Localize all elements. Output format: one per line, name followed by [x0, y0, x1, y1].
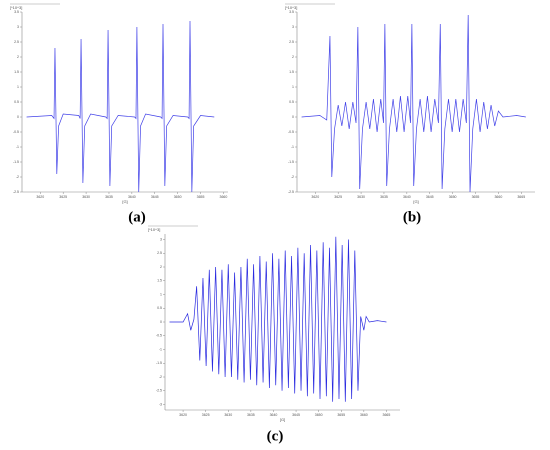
y-tick-label: -2.5	[13, 190, 19, 194]
y-axis-label: [*10^3]	[148, 227, 160, 232]
y-tick-label: -2	[291, 175, 294, 179]
y-tick-label: 3	[292, 25, 294, 29]
panel-caption: (c)	[267, 428, 284, 444]
y-tick-label: -2.5	[288, 190, 294, 194]
y-tick-label: 2.5	[14, 40, 19, 44]
x-tick-label: 3620	[311, 195, 319, 199]
y-tick-label: -0.5	[13, 130, 19, 134]
x-tick-label: 3660	[360, 413, 368, 417]
x-tick-label: 3640	[403, 195, 411, 199]
y-tick-label: -2	[16, 175, 19, 179]
y-tick-label: 1.5	[289, 70, 294, 74]
y-tick-label: -2	[159, 375, 162, 379]
y-tick-label: -0.5	[156, 334, 162, 338]
y-axis-label: [*10^3]	[10, 5, 22, 10]
x-tick-label: 3640	[270, 413, 278, 417]
spectrum-line	[26, 20, 215, 193]
x-tick-label: 3665	[517, 195, 525, 199]
y-tick-label: 1	[160, 292, 162, 296]
y-tick-label: 0	[292, 115, 294, 119]
y-tick-label: -1.5	[13, 160, 19, 164]
spectrum-line	[301, 14, 526, 193]
y-tick-label: 3.5	[14, 10, 19, 14]
y-tick-label: -1.5	[156, 361, 162, 365]
x-tick-label: 3645	[426, 195, 434, 199]
x-tick-label: 3645	[292, 413, 300, 417]
x-tick-label: 3625	[334, 195, 342, 199]
x-tick-label: 3630	[224, 413, 232, 417]
x-tick-label: 3620	[36, 195, 44, 199]
y-tick-label: 0.5	[14, 100, 19, 104]
x-tick-label: 3630	[82, 195, 90, 199]
panel-caption: (a)	[128, 209, 146, 225]
spectrum-line	[169, 236, 387, 402]
y-tick-label: 3	[160, 237, 162, 241]
y-tick-label: 2.5	[157, 251, 162, 255]
x-tick-label: 3635	[105, 195, 113, 199]
x-axis-label: [G]	[280, 417, 285, 422]
y-tick-label: 3.5	[289, 10, 294, 14]
x-tick-label: 3635	[247, 413, 255, 417]
y-tick-label: 1	[292, 85, 294, 89]
x-tick-label: 3645	[151, 195, 159, 199]
y-tick-label: -1	[159, 347, 162, 351]
x-tick-label: 3640	[128, 195, 136, 199]
y-tick-label: 0.5	[157, 306, 162, 310]
y-tick-label: 2	[160, 265, 162, 269]
x-tick-label: 3650	[315, 413, 323, 417]
y-tick-label: 1.5	[157, 279, 162, 283]
y-tick-label: -3	[159, 402, 162, 406]
y-tick-label: 2	[17, 55, 19, 59]
panel-caption: (b)	[403, 209, 421, 225]
x-tick-label: 3625	[202, 413, 210, 417]
x-tick-label: 3655	[337, 413, 345, 417]
x-tick-label: 3660	[494, 195, 502, 199]
x-tick-label: 3665	[383, 413, 391, 417]
x-tick-label: 3660	[220, 195, 228, 199]
y-tick-label: 1	[17, 85, 19, 89]
y-axis-label: [*10^3]	[285, 5, 297, 10]
x-tick-label: 3625	[59, 195, 67, 199]
y-tick-label: -1	[291, 145, 294, 149]
x-axis-label: [G]	[122, 199, 127, 204]
x-tick-label: 3655	[472, 195, 480, 199]
x-tick-label: 3650	[174, 195, 182, 199]
x-tick-label: 3630	[357, 195, 365, 199]
x-tick-label: 3620	[179, 413, 187, 417]
y-tick-label: -1	[16, 145, 19, 149]
y-tick-label: -1.5	[288, 160, 294, 164]
y-tick-label: 2	[292, 55, 294, 59]
x-tick-label: 3635	[380, 195, 388, 199]
x-tick-label: 3655	[197, 195, 205, 199]
y-tick-label: 2.5	[289, 40, 294, 44]
y-tick-label: 3	[17, 25, 19, 29]
y-tick-label: -0.5	[288, 130, 294, 134]
x-tick-label: 3650	[449, 195, 457, 199]
x-axis-label: [G]	[413, 199, 418, 204]
y-tick-label: 0	[160, 320, 162, 324]
y-tick-label: -2.5	[156, 389, 162, 393]
y-tick-label: 0	[17, 115, 19, 119]
y-tick-label: 0.5	[289, 100, 294, 104]
y-tick-label: 1.5	[14, 70, 19, 74]
